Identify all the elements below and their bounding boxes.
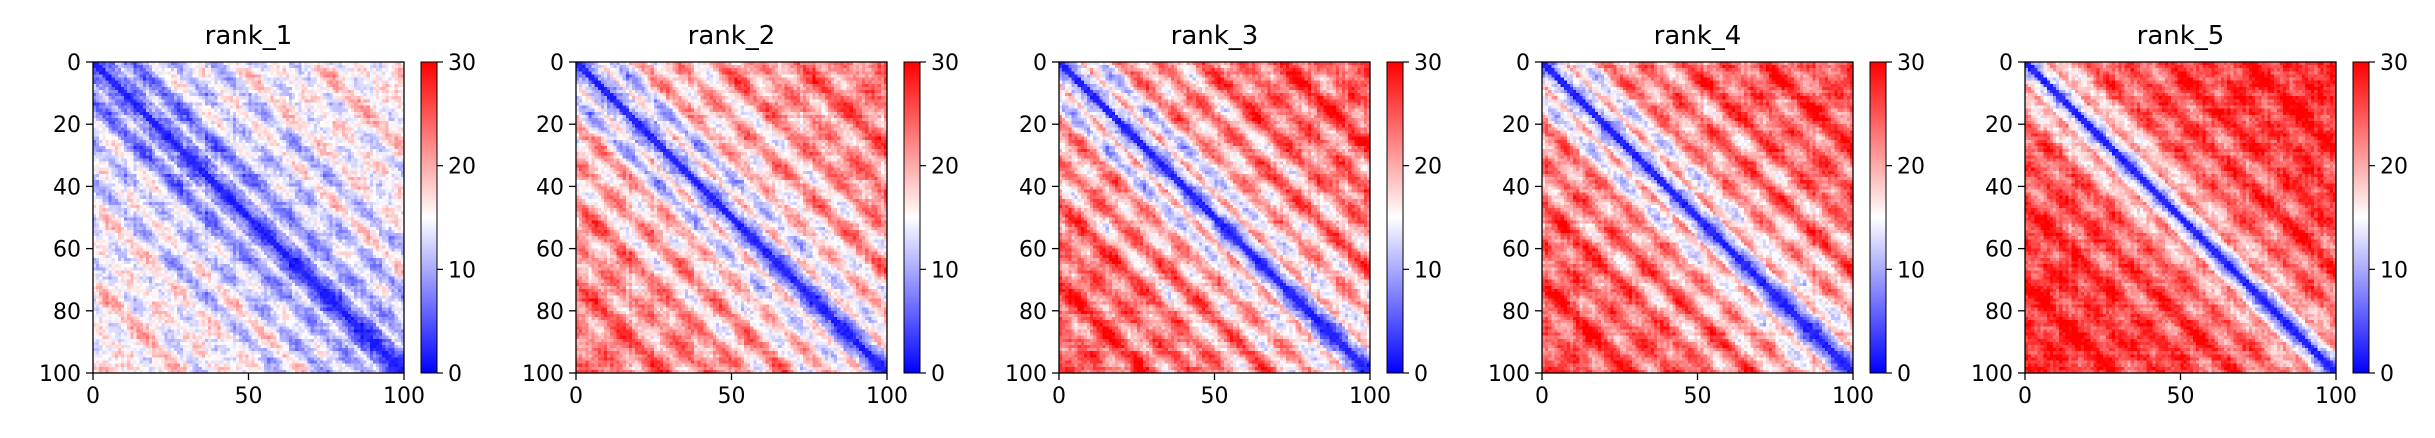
colorbar <box>1386 61 1404 374</box>
panel-title: rank_1 <box>205 21 293 51</box>
colorbar-tick-label: 30 <box>931 51 959 76</box>
y-tick-label: 20 <box>53 113 81 138</box>
colorbar-tick-label: 30 <box>448 51 476 76</box>
colorbar-tick-label: 20 <box>448 155 476 180</box>
y-tick-label: 20 <box>1019 113 1047 138</box>
colorbar-tick-label: 0 <box>1414 362 1428 387</box>
y-tick-label: 0 <box>67 51 81 76</box>
panel-title: rank_3 <box>1171 21 1259 51</box>
y-tick-label: 20 <box>1985 113 2013 138</box>
y-tick-label: 40 <box>536 175 564 200</box>
heatmap-cells <box>93 62 404 373</box>
x-tick-label: 100 <box>1349 384 1391 409</box>
x-tick-label: 50 <box>1201 384 1229 409</box>
y-tick-label: 100 <box>522 362 564 387</box>
x-tick-label: 0 <box>1535 384 1549 409</box>
colorbar <box>1869 61 1887 374</box>
x-tick-label: 0 <box>1052 384 1066 409</box>
y-tick-label: 60 <box>1502 238 1530 263</box>
y-tick-label: 80 <box>1985 300 2013 325</box>
panel-title: rank_2 <box>688 21 776 51</box>
y-tick-label: 60 <box>1985 238 2013 263</box>
y-tick-label: 0 <box>550 51 564 76</box>
panel-title: rank_5 <box>2137 21 2225 51</box>
y-tick-label: 40 <box>1502 175 1530 200</box>
y-tick-label: 40 <box>53 175 81 200</box>
colorbar <box>420 61 438 374</box>
x-tick-label: 0 <box>2018 384 2032 409</box>
colorbar-tick-label: 10 <box>1897 258 1925 283</box>
y-tick-label: 0 <box>1033 51 1047 76</box>
y-tick-label: 80 <box>1019 300 1047 325</box>
colorbar-tick-label: 30 <box>1414 51 1442 76</box>
colorbar-tick-label: 10 <box>448 258 476 283</box>
y-tick-label: 100 <box>1488 362 1530 387</box>
x-tick-label: 50 <box>235 384 263 409</box>
y-tick-label: 60 <box>1019 238 1047 263</box>
y-tick-label: 100 <box>1971 362 2013 387</box>
y-tick-label: 100 <box>39 362 81 387</box>
colorbar-tick-label: 20 <box>1414 155 1442 180</box>
y-tick-label: 20 <box>1502 113 1530 138</box>
x-tick-label: 100 <box>2315 384 2357 409</box>
y-tick-label: 0 <box>1516 51 1530 76</box>
heatmap-cells <box>1542 62 1853 373</box>
x-tick-label: 0 <box>569 384 583 409</box>
y-tick-label: 40 <box>1019 175 1047 200</box>
y-tick-label: 40 <box>1985 175 2013 200</box>
x-tick-label: 50 <box>1684 384 1712 409</box>
x-tick-label: 50 <box>2167 384 2195 409</box>
colorbar-tick-label: 0 <box>448 362 462 387</box>
x-tick-label: 100 <box>866 384 908 409</box>
y-tick-label: 80 <box>536 300 564 325</box>
x-tick-label: 100 <box>1832 384 1874 409</box>
colorbar-tick-label: 10 <box>1414 258 1442 283</box>
colorbar-tick-label: 10 <box>2380 258 2408 283</box>
colorbar-tick-label: 20 <box>2380 155 2408 180</box>
y-tick-label: 20 <box>536 113 564 138</box>
y-tick-label: 80 <box>53 300 81 325</box>
y-tick-label: 0 <box>1999 51 2013 76</box>
colorbar-tick-label: 30 <box>2380 51 2408 76</box>
colorbar-tick-label: 0 <box>2380 362 2394 387</box>
colorbar-tick-label: 20 <box>931 155 959 180</box>
y-tick-label: 80 <box>1502 300 1530 325</box>
colorbar <box>903 61 921 374</box>
heatmap-cells <box>576 62 887 373</box>
colorbar <box>2352 61 2370 374</box>
x-tick-label: 50 <box>718 384 746 409</box>
panel-title: rank_4 <box>1654 21 1742 51</box>
y-tick-label: 60 <box>53 238 81 263</box>
x-tick-label: 100 <box>383 384 425 409</box>
heatmap-cells <box>1059 62 1370 373</box>
colorbar-tick-label: 20 <box>1897 155 1925 180</box>
colorbar-tick-label: 10 <box>931 258 959 283</box>
colorbar-tick-label: 30 <box>1897 51 1925 76</box>
x-tick-label: 0 <box>86 384 100 409</box>
colorbar-tick-label: 0 <box>931 362 945 387</box>
y-tick-label: 100 <box>1005 362 1047 387</box>
heatmap-cells <box>2025 62 2336 373</box>
colorbar-tick-label: 0 <box>1897 362 1911 387</box>
y-tick-label: 60 <box>536 238 564 263</box>
